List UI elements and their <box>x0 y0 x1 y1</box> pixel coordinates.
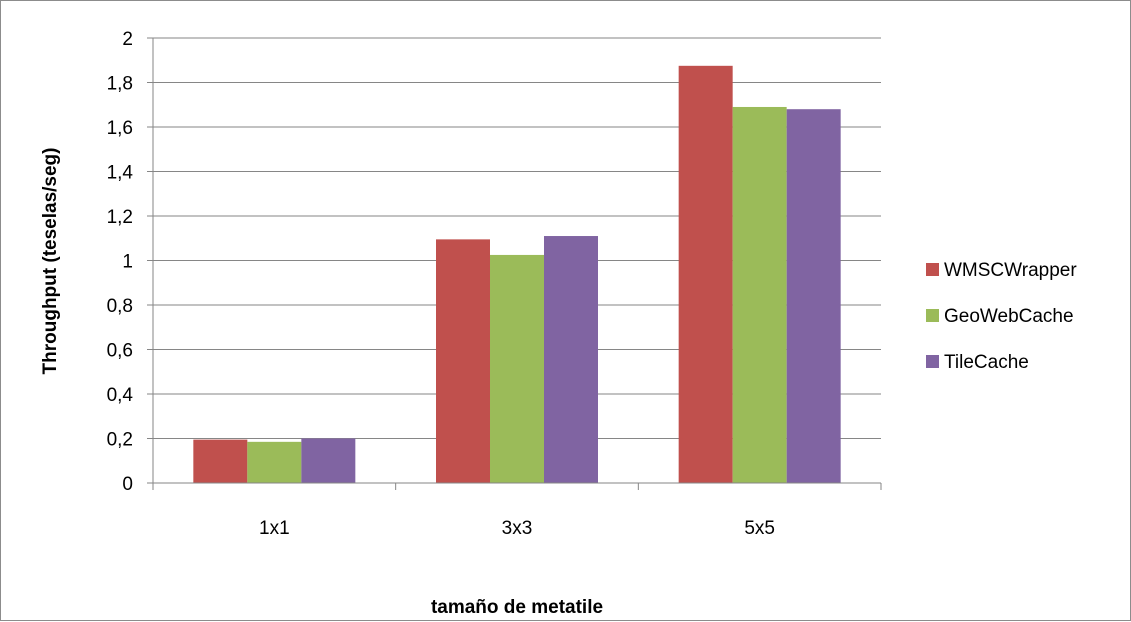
bar-geowebcache-3x3 <box>490 254 544 483</box>
bar-tilecache-3x3 <box>544 236 598 483</box>
x-tick-label: 3x3 <box>502 518 533 539</box>
y-tick-label: 0,2 <box>107 430 133 451</box>
bar-tilecache-5x5 <box>786 109 841 483</box>
y-axis-title: Throughput (teselas/seg) <box>40 148 61 375</box>
x-tick-labels: 1x1 3x3 5x5 <box>259 518 775 539</box>
bar-tilecache-1x1 <box>301 438 356 483</box>
y-tick-label: 1,8 <box>107 74 133 95</box>
x-tick-label: 1x1 <box>259 518 290 539</box>
x-axis-title: tamaño de metatile <box>431 597 603 618</box>
legend-label-wmscwrapper: WMSCWrapper <box>944 260 1077 281</box>
y-tick-label: 0,8 <box>107 296 133 317</box>
y-tick-label: 0,6 <box>107 341 133 362</box>
bar-wmscwrapper-3x3 <box>436 239 490 483</box>
legend-label-tilecache: TileCache <box>944 352 1029 373</box>
y-tick-label: 2 <box>122 29 133 50</box>
bar-geowebcache-5x5 <box>732 106 787 483</box>
axes <box>147 37 882 490</box>
y-tick-label: 1,4 <box>107 163 134 184</box>
bar-wmscwrapper-5x5 <box>678 65 733 483</box>
y-tick-labels: 0 0,2 0,4 0,6 0,8 1 1,2 1,4 1,6 1,8 2 <box>107 29 134 495</box>
bar-wmscwrapper-1x1 <box>193 439 248 483</box>
bars <box>193 65 841 483</box>
legend-swatch-geowebcache <box>926 309 939 322</box>
y-tick-label: 0 <box>122 474 133 495</box>
y-tick-label: 1,2 <box>107 207 133 228</box>
legend-swatch-tilecache <box>926 355 939 368</box>
legend-swatch-wmscwrapper <box>926 263 939 276</box>
legend: WMSCWrapper GeoWebCache TileCache <box>926 260 1077 373</box>
y-tick-label: 1,6 <box>107 118 133 139</box>
y-tick-label: 1 <box>122 252 133 273</box>
bar-geowebcache-1x1 <box>247 441 302 483</box>
y-tick-label: 0,4 <box>107 385 134 406</box>
legend-label-geowebcache: GeoWebCache <box>944 306 1074 327</box>
x-tick-label: 5x5 <box>744 518 775 539</box>
